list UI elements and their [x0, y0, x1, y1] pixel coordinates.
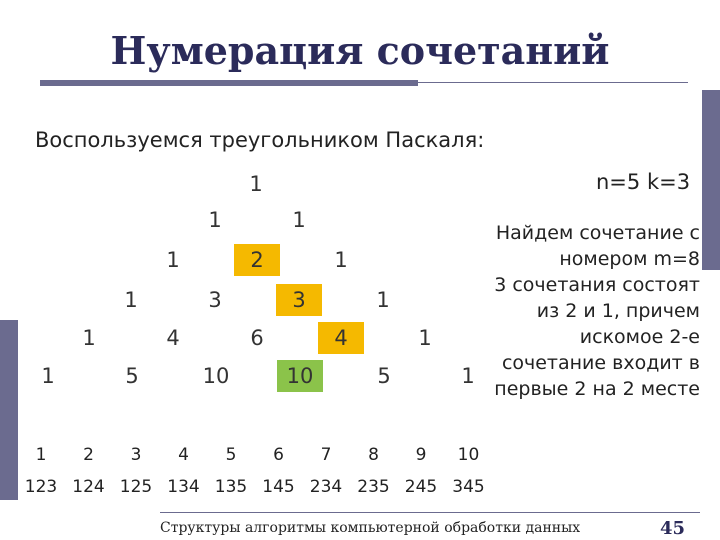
title-underline-thin — [418, 82, 688, 83]
combination-cell: 345 — [452, 477, 485, 497]
explanation-block: Найдем сочетание с номером m=8 3 сочетан… — [470, 220, 700, 402]
page-number: 45 — [660, 518, 686, 539]
title-underline-thick — [40, 80, 418, 86]
triangle-cell: 3 — [276, 284, 322, 316]
index-cell: 8 — [368, 445, 379, 465]
triangle-cell: 3 — [208, 288, 222, 312]
index-cell: 10 — [457, 445, 480, 465]
decorative-bar-left — [0, 320, 18, 500]
triangle-cell: 4 — [166, 326, 180, 350]
triangle-cell: 2 — [234, 244, 280, 276]
combination-cell: 245 — [404, 477, 438, 497]
triangle-cell: 1 — [461, 364, 475, 388]
index-cell: 9 — [415, 445, 427, 465]
triangle-cell: 10 — [202, 364, 230, 388]
triangle-cell: 1 — [82, 326, 96, 350]
index-cell: 3 — [130, 445, 142, 465]
decorative-bar-right — [702, 90, 720, 270]
explanation-line: из 2 и 1, причем — [536, 300, 700, 322]
index-cell: 1 — [35, 445, 47, 465]
footer-text: Структуры алгоритмы компьютерной обработ… — [160, 520, 581, 536]
triangle-cell: 1 — [376, 288, 390, 312]
index-cell: 7 — [320, 445, 332, 465]
triangle-cell: 5 — [377, 364, 391, 388]
triangle-cell: 1 — [418, 326, 432, 350]
slide-title: Нумерация сочетаний — [110, 28, 610, 73]
explanation-line: номером m=8 — [559, 248, 700, 270]
triangle-cell: 10 — [277, 360, 323, 392]
explanation-line: Найдем сочетание с — [495, 222, 700, 244]
params-text: n=5 k=3 — [596, 170, 691, 194]
combination-cell: 123 — [24, 477, 58, 497]
index-cell: 6 — [273, 445, 284, 465]
triangle-cell: 1 — [249, 172, 263, 196]
triangle-cell: 4 — [318, 322, 364, 354]
combination-cell: 124 — [72, 477, 105, 497]
index-cell: 5 — [225, 445, 237, 465]
combination-cell: 125 — [119, 477, 153, 497]
combination-cell: 235 — [357, 477, 390, 497]
index-cell: 2 — [83, 445, 94, 465]
triangle-cell: 5 — [125, 364, 139, 388]
triangle-cell: 1 — [166, 248, 180, 272]
combination-cell: 145 — [262, 477, 295, 497]
triangle-cell: 1 — [292, 208, 306, 232]
explanation-line: 3 сочетания состоят — [494, 274, 700, 296]
triangle-cell: 6 — [250, 326, 264, 350]
combination-cell: 134 — [167, 477, 200, 497]
explanation-line: первые 2 на 2 месте — [494, 378, 700, 400]
footer-rule — [160, 512, 700, 513]
triangle-cell: 1 — [334, 248, 348, 272]
index-cell: 4 — [178, 445, 189, 465]
triangle-cell: 1 — [41, 364, 55, 388]
combination-cell: 234 — [309, 477, 343, 497]
triangle-cell: 1 — [208, 208, 222, 232]
triangle-cell: 1 — [124, 288, 138, 312]
explanation-line: искомое 2-е — [579, 326, 700, 348]
subtitle: Воспользуемся треугольником Паскаля: — [35, 128, 485, 152]
combination-cell: 135 — [214, 477, 248, 497]
explanation-line: сочетание входит в — [501, 352, 700, 374]
